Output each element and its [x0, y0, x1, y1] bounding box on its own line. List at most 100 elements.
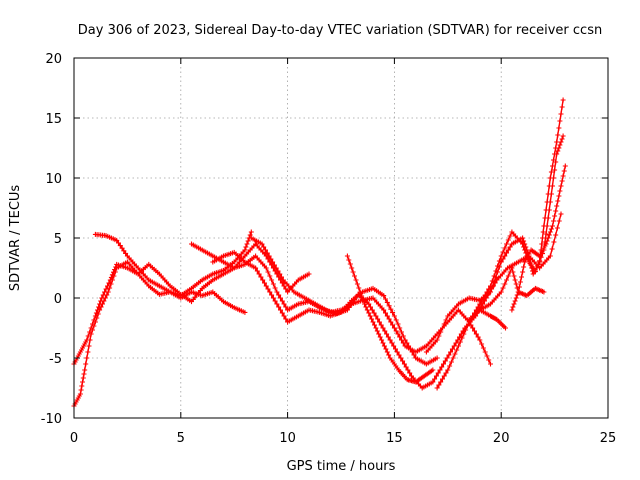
data-point-marker [555, 132, 561, 138]
data-point-marker [443, 317, 449, 323]
data-point-marker [397, 325, 403, 331]
data-point-marker [517, 279, 523, 285]
series-line [73, 231, 252, 407]
data-point-marker [534, 265, 540, 271]
data-point-marker [80, 375, 86, 381]
data-point-marker [91, 317, 97, 323]
data-point-marker [443, 370, 449, 376]
data-point-marker [360, 297, 366, 303]
data-point-marker [381, 307, 387, 313]
data-point-marker [553, 159, 559, 165]
data-point-marker [400, 358, 406, 364]
data-point-marker [556, 218, 562, 224]
data-point-marker [279, 298, 285, 304]
series-group [434, 133, 566, 391]
data-point-marker [459, 335, 465, 341]
data-point-marker [523, 250, 529, 256]
data-point-marker [243, 244, 249, 250]
data-point-marker [409, 349, 415, 355]
data-point-marker [97, 301, 103, 307]
data-point-marker [512, 298, 518, 304]
data-point-marker [557, 188, 563, 194]
data-point-marker [279, 280, 285, 286]
data-point-marker [113, 264, 119, 270]
data-point-marker [121, 248, 127, 254]
data-point-marker [85, 333, 91, 339]
data-point-marker [500, 249, 506, 255]
data-point-marker [555, 198, 561, 204]
data-point-marker [373, 325, 379, 331]
data-point-marker [107, 277, 113, 283]
data-point-marker [376, 319, 382, 325]
data-point-marker [396, 352, 402, 358]
data-point-marker [381, 343, 387, 349]
data-point-marker [511, 273, 517, 279]
data-point-marker [470, 325, 476, 331]
data-point-marker [391, 325, 397, 331]
data-point-marker [479, 341, 485, 347]
data-point-marker [348, 302, 354, 308]
data-point-marker [88, 325, 94, 331]
data-point-marker [384, 331, 390, 337]
x-tick-label: 15 [386, 431, 403, 446]
data-point-marker [383, 346, 389, 352]
data-point-marker [260, 277, 266, 283]
data-point-marker [553, 232, 559, 238]
data-point-marker [384, 349, 390, 355]
data-point-marker [117, 243, 123, 249]
data-point-marker [90, 321, 95, 327]
data-point-marker [544, 238, 550, 244]
data-point-marker [352, 297, 357, 303]
data-point-marker [391, 343, 397, 349]
data-point-marker [440, 325, 445, 331]
data-point-marker [369, 307, 375, 313]
data-point-marker [489, 278, 495, 284]
data-point-marker [391, 313, 397, 319]
data-point-marker [78, 387, 84, 393]
data-point-marker [457, 339, 463, 345]
data-point-marker [375, 316, 381, 322]
data-point-marker [395, 321, 401, 327]
data-point-marker [448, 349, 454, 355]
data-point-marker [387, 337, 393, 343]
data-point-marker [507, 233, 513, 239]
data-point-marker [482, 292, 488, 298]
data-point-marker [540, 235, 545, 241]
data-point-marker [347, 261, 353, 267]
data-point-marker [278, 307, 283, 313]
data-point-marker [263, 283, 269, 289]
data-point-marker [368, 304, 373, 310]
data-point-marker [377, 334, 383, 340]
data-point-marker [281, 313, 287, 319]
y-tick-label: -10 [41, 412, 62, 427]
data-point-marker [541, 289, 547, 295]
data-point-marker [522, 247, 528, 253]
data-point-marker [546, 232, 552, 238]
data-point-marker [546, 207, 552, 213]
data-point-marker [278, 295, 283, 301]
data-point-marker [500, 285, 506, 291]
x-axis-label: GPS time / hours [287, 459, 396, 474]
data-point-marker [84, 337, 90, 343]
data-point-marker [269, 292, 275, 298]
data-point-marker [270, 259, 276, 265]
data-point-marker [488, 361, 493, 367]
data-point-marker [268, 256, 274, 262]
data-point-marker [537, 258, 543, 264]
data-point-marker [496, 258, 502, 264]
data-point-marker [504, 277, 509, 283]
data-point-marker [386, 303, 392, 309]
data-point-marker [404, 340, 410, 346]
data-point-marker [272, 285, 278, 291]
series-group [466, 265, 547, 323]
data-point-marker [119, 245, 125, 251]
data-point-marker [269, 277, 275, 283]
data-point-marker [554, 203, 560, 209]
y-tick-label: 0 [54, 292, 62, 307]
data-point-marker [77, 391, 83, 397]
data-point-marker [395, 331, 401, 337]
data-point-marker [363, 304, 369, 310]
data-point-marker [444, 355, 450, 361]
data-point-marker [437, 367, 443, 373]
series-group [71, 241, 312, 367]
